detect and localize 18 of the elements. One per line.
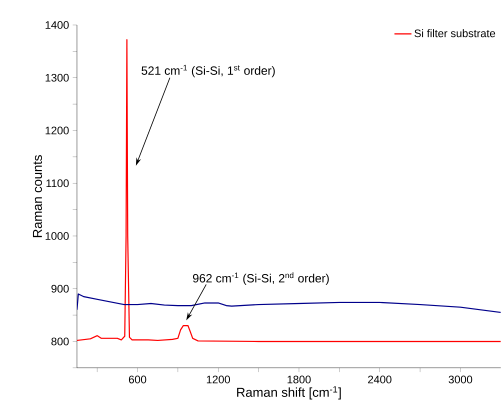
y-tick-label: 800 <box>51 338 69 346</box>
y-tick-label: 900 <box>51 284 69 293</box>
y-axis-title: Raman counts <box>32 155 42 238</box>
y-tick-label: 1300 <box>46 74 69 82</box>
line-series <box>76 293 501 314</box>
x-tick-label: 1800 <box>288 376 311 384</box>
y-tick-label: 1400 <box>46 21 69 29</box>
annotation: 962 cm$^{-1}$ (Si-Si, 2$^{nd}$ order) <box>192 272 329 285</box>
x-axis-title: Raman shift [cm$^{-1}$] <box>237 386 341 400</box>
y-tick-label: 1100 <box>46 179 69 188</box>
annotation: 521 cm$^{-1}$ (Si-Si, 1$^{st}$ order) <box>142 65 275 78</box>
x-tick-label: 600 <box>128 376 146 384</box>
x-tick-label: 3000 <box>448 376 472 384</box>
y-tick-label: 1000 <box>46 232 69 240</box>
x-tick-label: 1200 <box>206 376 230 384</box>
legend-label: Si filter substrate <box>414 29 496 38</box>
y-tick-label: 1200 <box>46 126 69 134</box>
x-tick-label: 2400 <box>368 376 392 384</box>
